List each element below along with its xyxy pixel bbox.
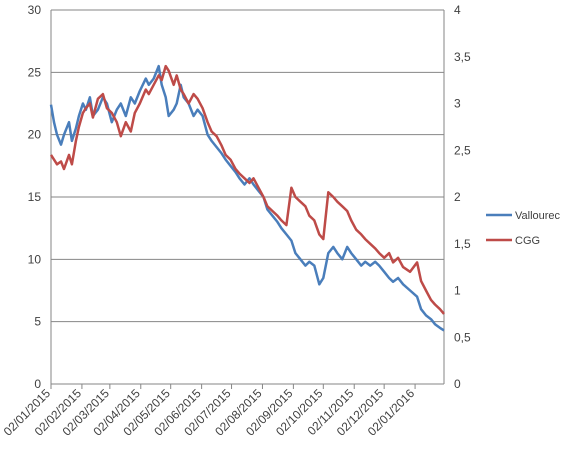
right-tick-label: 3 bbox=[454, 97, 461, 111]
left-tick-label: 5 bbox=[34, 315, 41, 329]
left-tick-label: 25 bbox=[28, 65, 42, 79]
series-line-vallourec bbox=[49, 64, 445, 332]
legend-label-cgg: CGG bbox=[515, 235, 540, 247]
right-tick-label: 0,5 bbox=[454, 330, 471, 344]
left-tick-label: 0 bbox=[34, 377, 41, 391]
legend: Vallourec CGG bbox=[486, 210, 561, 247]
left-tick-label: 30 bbox=[28, 3, 42, 17]
right-tick-label: 4 bbox=[454, 3, 461, 17]
x-axis-tick-labels: 02/01/201502/02/201502/03/201502/04/2015… bbox=[1, 386, 418, 439]
left-axis-tick-labels: 0 5 10 15 20 25 30 bbox=[28, 3, 42, 391]
right-tick-label: 1 bbox=[454, 284, 461, 298]
legend-label-vallourec: Vallourec bbox=[515, 210, 561, 222]
right-tick-label: 3,5 bbox=[454, 50, 471, 64]
right-tick-label: 2 bbox=[454, 190, 461, 204]
left-tick-label: 15 bbox=[28, 190, 42, 204]
right-tick-label: 0 bbox=[454, 377, 461, 391]
left-tick-label: 10 bbox=[28, 252, 42, 266]
gridlines bbox=[51, 9, 444, 323]
axes bbox=[50, 10, 445, 389]
right-tick-label: 2,5 bbox=[454, 143, 471, 157]
series-line-cgg bbox=[49, 64, 445, 315]
series-lines bbox=[49, 64, 445, 332]
right-tick-label: 1,5 bbox=[454, 237, 471, 251]
left-tick-label: 20 bbox=[28, 128, 42, 142]
right-axis-tick-labels: 0 0,5 1 1,5 2 2,5 3 3,5 4 bbox=[454, 3, 471, 391]
